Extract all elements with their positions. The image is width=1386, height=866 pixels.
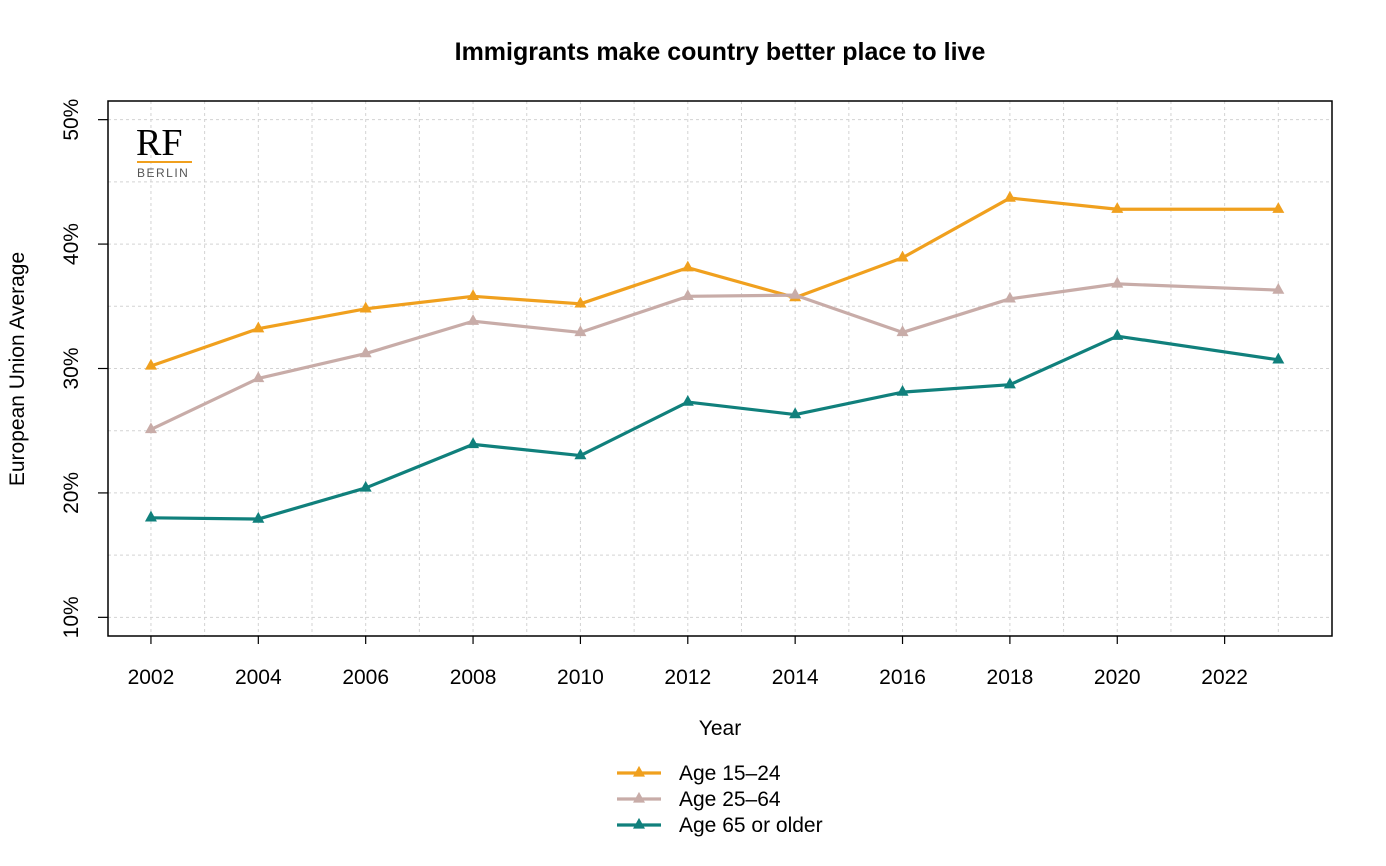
data-point-marker — [1111, 202, 1124, 213]
data-point-marker — [144, 422, 157, 434]
y-tick-label: 20% — [60, 472, 83, 514]
data-point-marker — [467, 437, 480, 449]
series-lines — [144, 190, 1285, 523]
data-point-marker — [359, 346, 372, 358]
data-point-marker — [896, 325, 909, 337]
legend-label: Age 15–24 — [679, 762, 781, 785]
x-tick-label: 2004 — [235, 666, 282, 689]
data-point-marker — [681, 260, 694, 272]
data-point-marker — [359, 301, 372, 313]
data-point-marker — [359, 480, 372, 492]
data-point-marker — [1111, 276, 1124, 288]
legend-label: Age 25–64 — [679, 788, 781, 811]
data-point-marker — [252, 371, 265, 383]
data-point-marker — [789, 407, 802, 419]
logo-mark: RF — [136, 122, 182, 164]
data-point-marker — [1111, 329, 1124, 340]
plot-frame — [107, 100, 1333, 637]
data-point-marker — [896, 385, 909, 396]
data-point-marker — [252, 511, 265, 523]
data-point-marker — [681, 289, 694, 301]
data-point-marker — [252, 321, 265, 333]
y-tick-label: 40% — [60, 223, 83, 265]
data-point-marker — [144, 510, 157, 522]
series-line — [150, 282, 1279, 431]
x-tick-label: 2002 — [128, 666, 175, 689]
legend-label: Age 65 or older — [679, 814, 823, 837]
logo: RF BERLIN — [136, 122, 192, 180]
data-point-marker — [896, 250, 909, 262]
x-tick-label: 2022 — [1201, 666, 1248, 689]
x-tick-label: 2020 — [1094, 666, 1141, 689]
x-tick-label: 2010 — [557, 666, 604, 689]
axes: 2002 2004 2006 2008 2010 2012 2014 2016 2018 2020… — [60, 99, 1248, 689]
data-point-marker — [574, 296, 587, 308]
x-axis-title: Year — [699, 717, 741, 740]
data-point-marker — [574, 448, 587, 460]
data-point-marker — [1003, 291, 1016, 303]
data-point-marker — [467, 314, 480, 325]
data-point-marker — [574, 325, 587, 337]
x-tick-label: 2018 — [987, 666, 1034, 689]
data-point-marker — [1272, 282, 1285, 294]
x-tick-label: 2016 — [879, 666, 926, 689]
data-point-marker — [681, 394, 694, 406]
data-point-marker — [1272, 202, 1285, 213]
data-point-marker — [144, 358, 157, 370]
chart-title: Immigrants make country better place to … — [455, 38, 986, 66]
y-tick-label: 30% — [60, 347, 83, 389]
data-point-marker — [467, 289, 480, 301]
x-tick-label: 2014 — [772, 666, 819, 689]
y-tick-label: 50% — [60, 99, 83, 141]
x-tick-label: 2008 — [450, 666, 497, 689]
legend-marker — [633, 817, 645, 829]
grid-lines — [108, 101, 1333, 636]
legend: Age 15–24 Age 25–64 Age 65 or older — [617, 762, 823, 837]
y-tick-label: 10% — [60, 596, 83, 638]
y-axis-title: European Union Average — [6, 252, 29, 486]
data-point-marker — [1003, 190, 1016, 202]
x-tick-label: 2006 — [342, 666, 389, 689]
data-point-marker — [1272, 352, 1285, 364]
data-point-marker — [1003, 377, 1016, 389]
logo-subtitle: BERLIN — [137, 166, 189, 180]
data-point-marker — [789, 287, 802, 299]
legend-marker — [633, 791, 645, 803]
x-tick-label: 2012 — [664, 666, 711, 689]
legend-marker — [633, 765, 645, 777]
